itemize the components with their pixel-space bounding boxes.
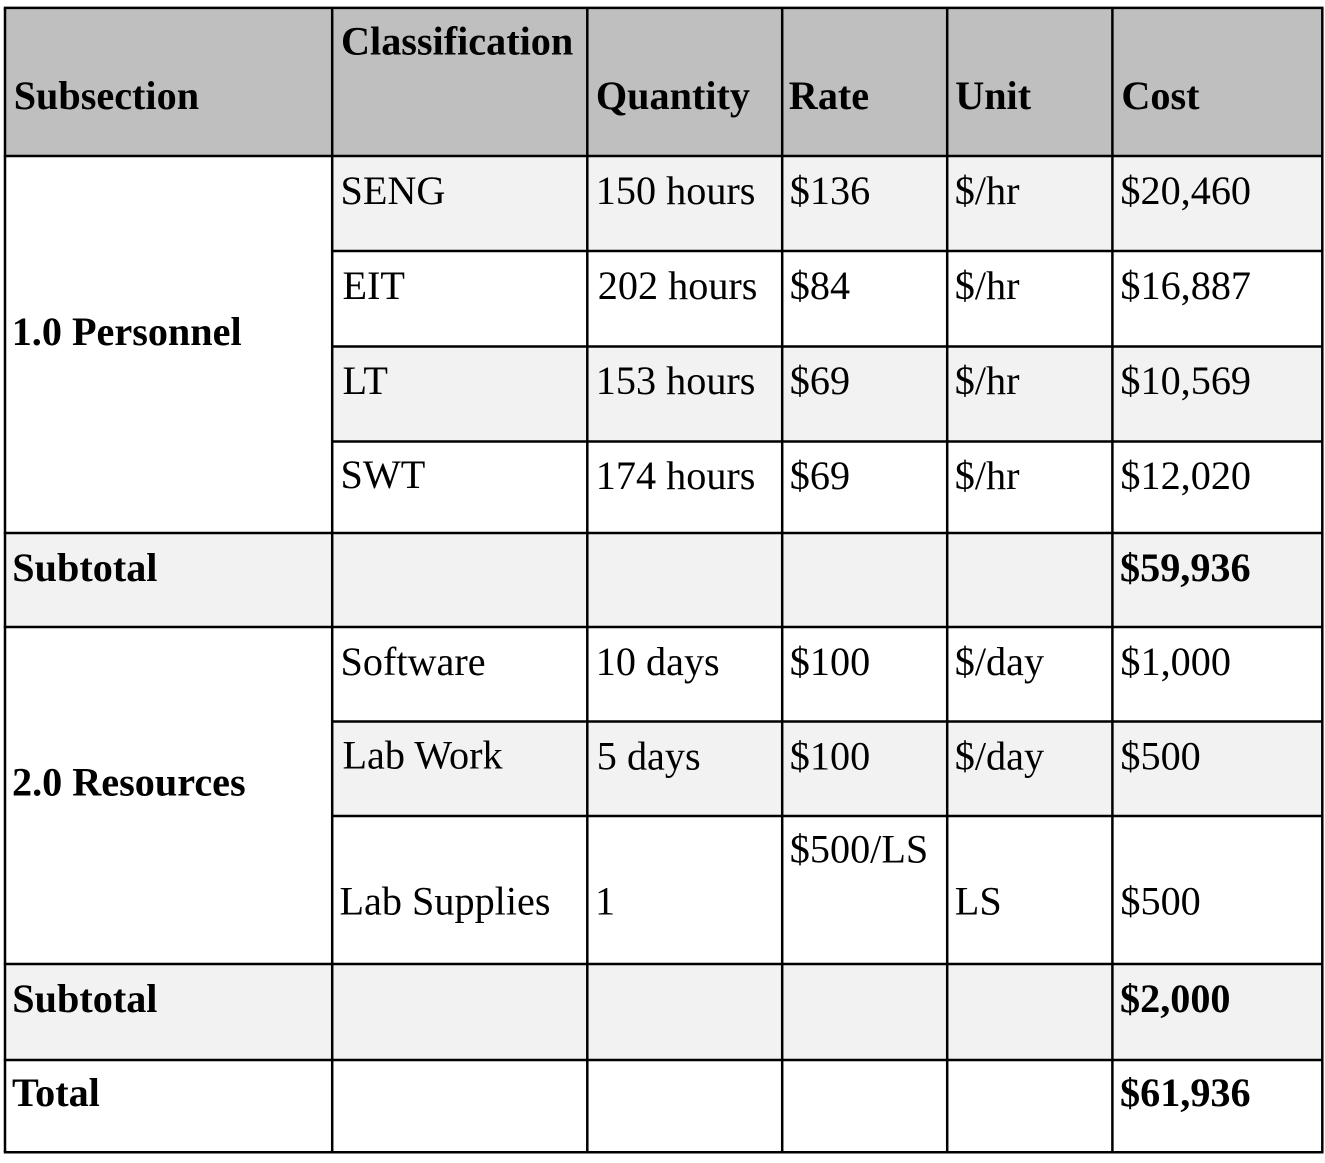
svg-text:1.0 Personnel: 1.0 Personnel	[12, 309, 242, 354]
svg-text:5 days: 5 days	[597, 734, 701, 779]
svg-text:Rate: Rate	[789, 73, 869, 118]
svg-text:Subtotal: Subtotal	[12, 545, 157, 590]
svg-text:Classification: Classification	[341, 19, 573, 64]
svg-text:$100: $100	[790, 734, 870, 779]
svg-text:153 hours: 153 hours	[596, 358, 756, 403]
svg-text:SWT: SWT	[341, 452, 426, 497]
svg-text:202 hours: 202 hours	[598, 263, 758, 308]
svg-text:$/day: $/day	[955, 639, 1044, 684]
svg-text:$69: $69	[790, 453, 850, 498]
svg-text:LS: LS	[955, 879, 1002, 924]
svg-text:$84: $84	[790, 263, 850, 308]
svg-text:$/day: $/day	[955, 734, 1044, 779]
svg-text:EIT: EIT	[343, 263, 405, 308]
svg-text:$100: $100	[790, 639, 870, 684]
svg-text:$20,460: $20,460	[1120, 168, 1251, 213]
svg-text:1: 1	[595, 879, 615, 924]
svg-text:$500: $500	[1120, 734, 1200, 779]
svg-text:Quantity: Quantity	[596, 73, 750, 118]
svg-text:SENG: SENG	[341, 168, 446, 213]
svg-text:$10,569: $10,569	[1120, 358, 1251, 403]
svg-text:$/hr: $/hr	[955, 453, 1020, 498]
svg-text:Software: Software	[341, 639, 486, 684]
svg-text:174 hours: 174 hours	[596, 453, 756, 498]
svg-text:$2,000: $2,000	[1120, 976, 1231, 1021]
svg-text:$59,936: $59,936	[1120, 545, 1251, 590]
svg-text:$/hr: $/hr	[955, 358, 1020, 403]
svg-text:$1,000: $1,000	[1120, 639, 1231, 684]
svg-text:Lab Supplies: Lab Supplies	[340, 879, 551, 924]
svg-text:$69: $69	[790, 358, 850, 403]
svg-text:$500/LS: $500/LS	[790, 827, 928, 872]
svg-text:LT: LT	[343, 358, 388, 403]
svg-text:Subtotal: Subtotal	[12, 976, 157, 1021]
svg-text:10 days: 10 days	[596, 639, 720, 684]
svg-text:$500: $500	[1120, 879, 1200, 924]
svg-text:Lab Work: Lab Work	[343, 733, 504, 778]
svg-text:Total: Total	[12, 1070, 100, 1115]
svg-text:$136: $136	[790, 168, 870, 213]
svg-text:2.0 Resources: 2.0 Resources	[12, 760, 246, 805]
svg-text:150 hours: 150 hours	[596, 168, 756, 213]
svg-text:$/hr: $/hr	[955, 263, 1020, 308]
svg-text:Unit: Unit	[955, 73, 1032, 118]
svg-text:$12,020: $12,020	[1120, 453, 1251, 498]
svg-text:Subsection: Subsection	[14, 73, 199, 118]
svg-text:Cost: Cost	[1121, 73, 1200, 118]
svg-text:$/hr: $/hr	[955, 168, 1020, 213]
svg-text:$61,936: $61,936	[1120, 1070, 1251, 1115]
svg-text:$16,887: $16,887	[1120, 263, 1251, 308]
